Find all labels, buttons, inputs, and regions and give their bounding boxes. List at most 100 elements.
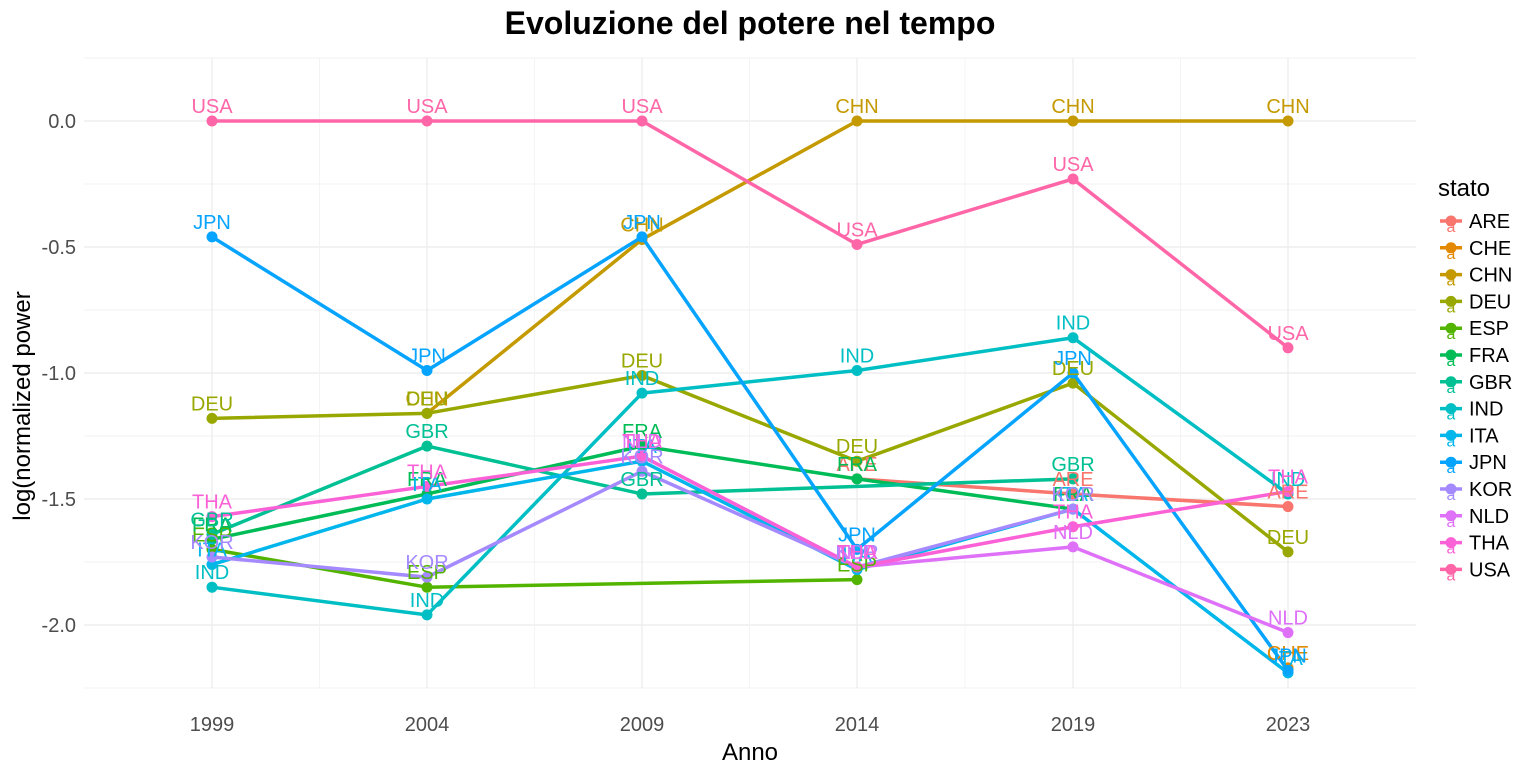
data-label: IND [625, 368, 659, 390]
series-line-tha [211, 454, 1289, 569]
legend-item-chn: a CHN [1440, 265, 1512, 290]
legend-item-gbr: a GBR [1440, 372, 1512, 397]
data-point [206, 551, 218, 563]
data-label: KOR [620, 446, 663, 468]
data-point [636, 465, 648, 477]
series-tha [206, 450, 1294, 573]
series-line-deu [211, 373, 1290, 554]
data-point [636, 370, 648, 382]
data-point [1067, 332, 1079, 344]
data-label: DEU [1267, 527, 1309, 549]
legend-key-point [1445, 429, 1457, 441]
data-label: JPN [1054, 348, 1092, 370]
data-label: DEU [1052, 358, 1094, 380]
legend-item-che: a CHE [1440, 238, 1511, 263]
data-label: CHN [835, 96, 878, 118]
legend-key-letter: a [1447, 380, 1456, 397]
data-label: FRA [192, 514, 233, 536]
data-point [421, 493, 433, 505]
y-tick-label: -1.0 [42, 363, 76, 385]
data-point [1067, 473, 1079, 485]
legend-key-point [1445, 349, 1457, 361]
data-point [851, 574, 863, 586]
data-label: JPN [408, 345, 446, 367]
data-label: DEU [406, 388, 448, 410]
y-tick-label: -1.5 [42, 489, 76, 511]
data-label: JPN [838, 524, 876, 546]
data-point [1282, 627, 1294, 639]
data-label: THA [1268, 466, 1309, 488]
legend-key-letter: a [1447, 567, 1456, 584]
data-point [1282, 501, 1294, 513]
legend-key-point [1445, 242, 1457, 254]
legend-item-nld: a NLD [1440, 506, 1509, 531]
data-point [1067, 541, 1079, 553]
data-label: ESP [837, 555, 877, 577]
data-label: THA [622, 431, 663, 453]
legend-item-esp: a ESP [1440, 318, 1509, 343]
data-label: FRA [1053, 484, 1094, 506]
legend-label: CHE [1469, 238, 1511, 260]
data-label: GBR [190, 509, 233, 531]
data-label: JPN [193, 212, 231, 234]
data-point [1067, 377, 1079, 389]
data-label: JPN [1269, 645, 1307, 667]
legend-key-point [1445, 376, 1457, 388]
data-point [421, 364, 433, 376]
data-point [851, 561, 863, 573]
legend-key-point [1445, 403, 1457, 415]
data-point [1067, 115, 1079, 127]
legend-key-point [1445, 563, 1457, 575]
data-point [1282, 115, 1294, 127]
data-label: THA [192, 492, 233, 514]
legend-label: GBR [1469, 372, 1512, 394]
y-axis-title: log(normalized power [9, 291, 36, 520]
data-point [206, 231, 218, 243]
data-label: FRA [837, 454, 878, 476]
data-label: KOR [190, 532, 233, 554]
data-label: DEU [621, 351, 663, 373]
legend-label: IND [1469, 399, 1503, 421]
data-point [1282, 546, 1294, 558]
legend-key-letter: a [1447, 219, 1456, 236]
series-jpn [206, 231, 1294, 676]
data-label: GBR [405, 421, 448, 443]
legend-key-letter: a [1447, 273, 1456, 290]
data-label: FRA [407, 469, 448, 491]
series-kor [206, 465, 1079, 583]
data-point [206, 412, 218, 424]
legend-item-deu: a DEU [1440, 291, 1511, 316]
data-label: CHN [1051, 96, 1094, 118]
legend-item-fra: a FRA [1440, 345, 1510, 370]
data-label: IND [410, 590, 444, 612]
data-label: DEU [836, 436, 878, 458]
data-point [1282, 664, 1294, 676]
data-point [851, 473, 863, 485]
data-label: NLD [622, 431, 662, 453]
axes: 0.0 -0.5 -1.0 -1.5 -2.0 1999 2004 2009 2014 2019… [42, 111, 1311, 736]
data-point [1067, 173, 1079, 185]
series-deu [206, 370, 1294, 558]
data-point [636, 488, 648, 500]
data-label: ITA [1273, 648, 1303, 670]
data-label: KOR [835, 542, 878, 564]
series-line-jpn [211, 235, 1290, 672]
data-label: ESP [192, 524, 232, 546]
data-label: KOR [1051, 484, 1094, 506]
data-point [636, 440, 648, 452]
legend-label: USA [1469, 559, 1511, 581]
legend-key-letter: a [1447, 407, 1456, 424]
data-label: ITA [842, 545, 872, 567]
x-tick-label: 1999 [190, 714, 235, 736]
data-point [206, 543, 218, 555]
legend-key-point [1445, 510, 1457, 522]
legend-items: a ARE a CHE a CHN a DEU a ESP a FRA a GBR a IND a ITA a JPN… [1440, 211, 1512, 584]
data-label: KOR [405, 552, 448, 574]
data-point [851, 364, 863, 376]
data-label: ARE [1052, 469, 1093, 491]
y-axis-ticks: 0.0 -0.5 -1.0 -1.5 -2.0 [42, 111, 76, 637]
data-label: CHN [405, 388, 448, 410]
data-label: ARE [1267, 482, 1308, 504]
x-axis-ticks: 1999 2004 2009 2014 2019 2023 [190, 714, 1311, 736]
